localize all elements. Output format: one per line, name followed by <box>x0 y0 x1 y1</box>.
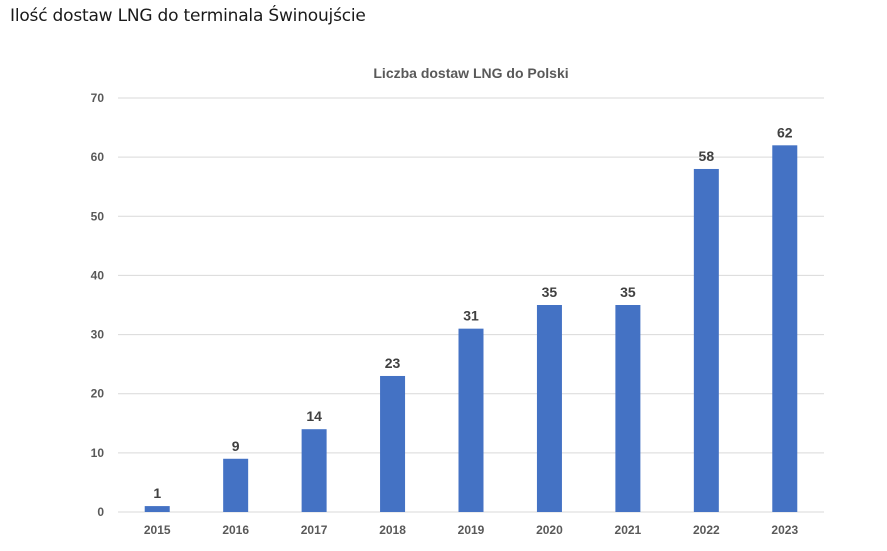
y-tick-label: 30 <box>91 328 105 342</box>
y-tick-label: 0 <box>97 505 104 519</box>
y-tick-label: 20 <box>91 387 105 401</box>
y-tick-label: 70 <box>91 91 105 105</box>
x-tick-label: 2015 <box>144 523 171 537</box>
chart-title: Liczba dostaw LNG do Polski <box>373 65 568 81</box>
x-tick-label: 2021 <box>615 523 642 537</box>
data-label: 62 <box>777 124 793 140</box>
y-tick-label: 60 <box>91 150 105 164</box>
x-axis-ticks: 2015 2016 2017 2018 2019 2020 2021 2022 2023 <box>144 523 799 537</box>
bar-2016 <box>223 458 249 512</box>
bar-2017 <box>301 429 327 512</box>
y-tick-label: 40 <box>91 268 105 282</box>
x-tick-label: 2020 <box>536 523 563 537</box>
x-tick-label: 2016 <box>222 523 249 537</box>
x-tick-label: 2018 <box>379 523 406 537</box>
data-label: 9 <box>232 438 240 454</box>
bar-2015 <box>144 506 170 512</box>
data-label: 23 <box>385 355 401 371</box>
data-label: 31 <box>463 308 479 324</box>
bar-2018 <box>380 375 406 512</box>
y-tick-label: 10 <box>91 446 105 460</box>
x-tick-label: 2023 <box>771 523 798 537</box>
x-tick-label: 2022 <box>693 523 720 537</box>
x-tick-label: 2017 <box>301 523 328 537</box>
bars <box>144 145 798 513</box>
bar-2021 <box>615 305 641 512</box>
data-label: 35 <box>620 284 636 300</box>
page-heading: Ilość dostaw LNG do terminala Świnoujści… <box>10 6 366 26</box>
data-label: 35 <box>542 284 558 300</box>
y-tick-label: 50 <box>91 209 105 223</box>
data-labels: 1 9 14 23 31 35 35 58 62 <box>153 124 792 501</box>
data-label: 1 <box>153 485 161 501</box>
y-axis-ticks: 0 10 20 30 40 50 60 70 <box>91 91 105 519</box>
bar-2019 <box>458 328 484 512</box>
bar-2020 <box>536 305 562 512</box>
data-label: 58 <box>699 148 715 164</box>
x-tick-label: 2019 <box>458 523 485 537</box>
bar-2022 <box>693 168 719 512</box>
bar-2023 <box>772 145 798 513</box>
data-label: 14 <box>306 408 322 424</box>
